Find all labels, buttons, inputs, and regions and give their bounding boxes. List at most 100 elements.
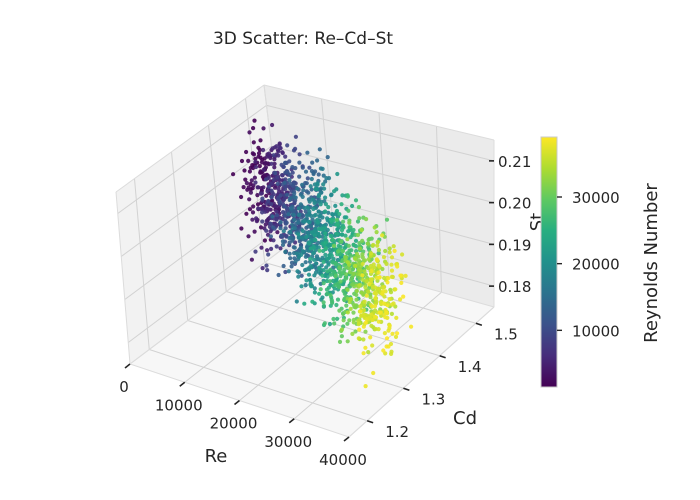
scatter-point xyxy=(353,329,358,334)
scatter-point xyxy=(275,181,280,186)
scatter-point xyxy=(283,177,288,182)
scatter-point xyxy=(312,290,317,295)
scatter-point xyxy=(309,176,314,182)
scatter-point xyxy=(297,174,302,179)
scatter-point xyxy=(356,336,361,341)
scatter-point xyxy=(302,301,307,306)
scatter-point xyxy=(358,309,363,314)
colorbar: 10000 20000 30000 Reynolds Number xyxy=(540,136,662,388)
scatter-point xyxy=(320,273,325,278)
y-axis-label: Cd xyxy=(453,408,477,429)
z-tick-label: 0.20 xyxy=(498,195,531,213)
scatter-point xyxy=(279,162,284,167)
scatter-point xyxy=(351,242,356,247)
scatter-point xyxy=(381,301,386,306)
scatter-point xyxy=(333,203,338,208)
scatter-point xyxy=(399,280,404,285)
scatter-point xyxy=(345,287,350,292)
scatter-point xyxy=(326,256,331,261)
scatter-point xyxy=(370,284,375,289)
scatter-point xyxy=(361,308,367,313)
scatter-point xyxy=(325,269,330,274)
scatter-point xyxy=(381,348,386,353)
z-tick-label: 0.18 xyxy=(498,278,531,296)
scatter-point xyxy=(331,243,337,248)
scatter-point xyxy=(341,318,346,323)
scatter-point xyxy=(262,238,267,243)
scatter-point xyxy=(332,321,337,326)
grid-line-z-left xyxy=(117,104,267,214)
scatter-point xyxy=(387,246,392,251)
scatter-point xyxy=(265,189,270,194)
scatter-point xyxy=(339,327,345,332)
scatter-point xyxy=(254,216,259,221)
scatter-point xyxy=(326,262,331,267)
scatter-point xyxy=(305,176,310,181)
scatter-point xyxy=(287,240,292,245)
scatter-point xyxy=(351,303,356,308)
grid-line-x-floor xyxy=(239,277,390,401)
scatter-point xyxy=(290,170,295,175)
scatter-point xyxy=(318,202,323,207)
scatter-point xyxy=(317,266,322,271)
scatter-point xyxy=(274,213,280,218)
scatter-point xyxy=(382,331,387,336)
scatter-point xyxy=(297,160,302,165)
scatter-point xyxy=(394,315,399,320)
scatter-point xyxy=(258,225,264,230)
scatter-point xyxy=(278,193,283,198)
scatter-point xyxy=(266,199,271,204)
scatter-point xyxy=(333,274,338,279)
scatter-point xyxy=(277,142,282,147)
scatter-point xyxy=(334,302,339,308)
scatter-point xyxy=(389,302,395,307)
scatter-point xyxy=(303,254,308,259)
scatter-point xyxy=(319,297,324,302)
scatter-point xyxy=(251,204,256,209)
colorbar-tick-label: 30000 xyxy=(572,189,620,207)
scatter-point xyxy=(307,220,312,225)
scatter-point xyxy=(251,183,256,188)
pane-edge xyxy=(115,191,131,365)
scatter-point xyxy=(269,188,274,193)
scatter-point xyxy=(390,331,395,336)
scatter-point xyxy=(289,206,294,211)
scatter-point xyxy=(337,308,342,313)
x-axis-ticks: 0 10000 20000 30000 40000 xyxy=(119,363,367,469)
grid-line-x-floor xyxy=(293,291,442,420)
scatter-point xyxy=(265,268,270,273)
scatter-point xyxy=(314,261,319,266)
scatter-point xyxy=(308,224,314,229)
scatter-point xyxy=(377,275,382,280)
scatter-point xyxy=(296,232,301,237)
scatter-point xyxy=(264,193,269,198)
scatter-point xyxy=(360,255,365,260)
scatter-point xyxy=(287,159,292,164)
scatter-point xyxy=(347,220,352,225)
scatter-point xyxy=(389,311,394,316)
scatter-point xyxy=(315,158,320,163)
scatter-point xyxy=(276,272,281,278)
scatter-point xyxy=(340,259,345,264)
scatter-point xyxy=(349,277,354,282)
scatter-point xyxy=(251,140,256,145)
scatter-point xyxy=(323,209,328,214)
scatter-point xyxy=(321,303,326,308)
scatter-point xyxy=(352,256,358,261)
scatter-point xyxy=(344,276,349,281)
scatter-point xyxy=(346,243,351,248)
scatter-point xyxy=(370,317,375,322)
scatter-point xyxy=(328,217,333,223)
scatter-point xyxy=(321,281,326,286)
scatter-point xyxy=(387,297,392,302)
scatter-point xyxy=(296,213,301,218)
x-tick-mark xyxy=(343,436,350,442)
scatter-point xyxy=(300,182,305,187)
scatter-point xyxy=(331,316,336,322)
scatter-point xyxy=(247,169,252,174)
scatter-point xyxy=(245,187,250,192)
scatter-point xyxy=(316,172,321,177)
scatter-point xyxy=(263,160,268,165)
scatter-point xyxy=(339,202,344,207)
scatter-point xyxy=(274,209,279,214)
